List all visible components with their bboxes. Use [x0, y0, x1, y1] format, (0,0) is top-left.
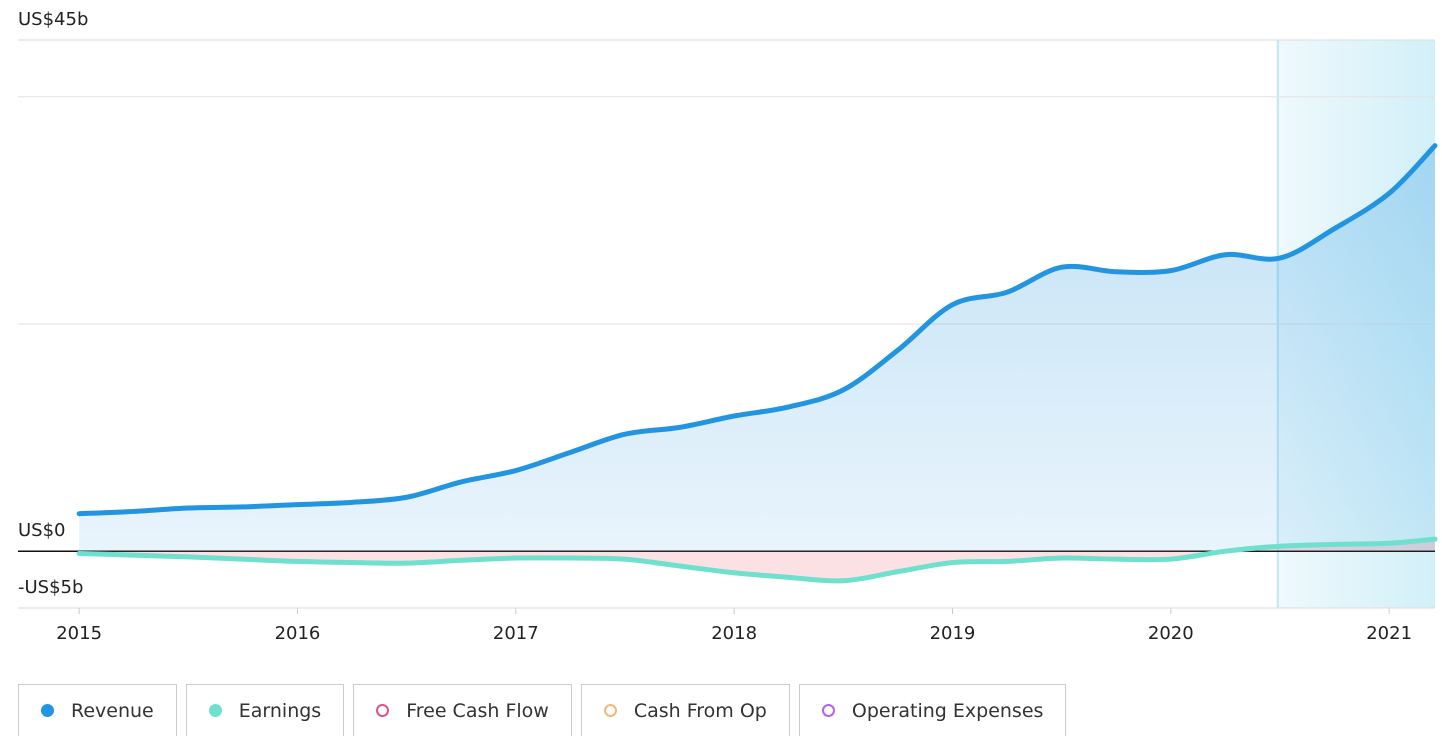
y-tick-label: -US$5b — [18, 577, 83, 598]
area — [79, 145, 1436, 552]
legend-swatch — [821, 704, 835, 717]
legend: Revenue Earnings Free Cash Flow Cash From O… — [18, 684, 1067, 736]
line — [76, 143, 1438, 517]
legend-swatch — [41, 704, 54, 717]
area — [79, 539, 1436, 581]
legend-label: Operating Expenses — [851, 699, 1044, 722]
x-tick-label: 2020 — [1148, 623, 1194, 644]
legend-swatch — [603, 704, 617, 717]
legend-item[interactable]: Earnings — [185, 684, 345, 736]
y-tick-label: US$45b — [18, 9, 88, 30]
legend-item[interactable]: Operating Expenses — [798, 684, 1067, 736]
legend-item[interactable]: Cash From Op — [580, 684, 790, 736]
x-tick-label: 2016 — [275, 623, 321, 644]
y-tick-label: US$0 — [18, 520, 66, 541]
x-tick-label: 2018 — [711, 623, 757, 644]
legend-swatch — [376, 704, 390, 717]
legend-item[interactable]: Free Cash Flow — [353, 684, 572, 736]
legend-swatch — [208, 704, 222, 717]
legend-label: Cash From Op — [633, 699, 767, 722]
legend-label: Revenue — [71, 699, 154, 722]
x-tick-label: 2019 — [930, 623, 976, 644]
legend-label: Free Cash Flow — [406, 699, 549, 722]
x-tick-label: 2021 — [1366, 623, 1412, 644]
x-tick-label: 2015 — [56, 623, 102, 644]
line — [76, 536, 1438, 584]
legend-item[interactable]: Revenue — [18, 684, 177, 736]
legend-label: Earnings — [238, 699, 322, 722]
chart: US$45b US$0 -US$5b 2015 2016 2017 2018 2019 2020… — [18, 9, 1438, 644]
x-tick-label: 2017 — [493, 623, 539, 644]
